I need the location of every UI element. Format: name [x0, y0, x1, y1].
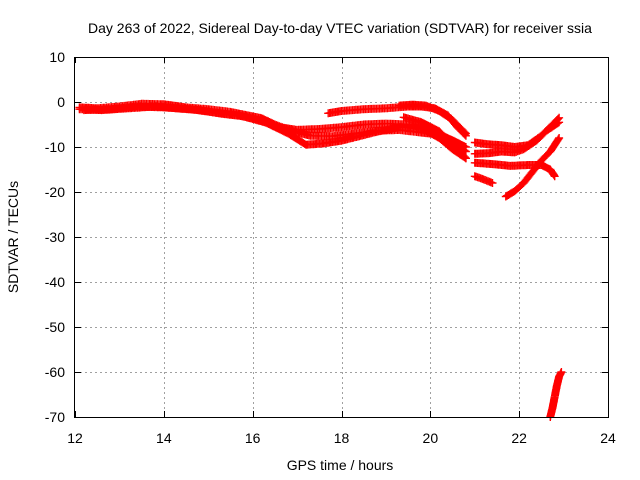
y-tick-label: 10 [49, 49, 65, 65]
marker-trail [470, 118, 564, 158]
data-points [75, 99, 566, 421]
series-track-8 [470, 118, 564, 158]
chart-title: Day 263 of 2022, Sidereal Day-to-day VTE… [88, 20, 592, 36]
x-tick-label: 22 [511, 430, 527, 446]
y-axis-label: SDTVAR / TECUs [5, 181, 21, 293]
y-tick-label: -50 [45, 319, 65, 335]
y-tick-label: -60 [45, 364, 65, 380]
marker-trail [395, 100, 470, 138]
plot-border [74, 57, 609, 418]
x-tick-label: 12 [67, 430, 83, 446]
marker-trail [399, 113, 470, 163]
x-tick-label: 18 [334, 430, 350, 446]
marker-trail [470, 172, 497, 187]
x-tick-label: 20 [423, 430, 439, 446]
tick-labels: 12 14 16 18 20 22 24 10 0 -10 -20 -30 -40 -50 -60 -70 [45, 49, 616, 446]
series-track-11 [501, 134, 564, 201]
y-tick-label: -70 [45, 409, 65, 425]
y-tick-label: -40 [45, 274, 65, 290]
marker-trail [501, 134, 564, 201]
y-tick-label: -30 [45, 229, 65, 245]
y-tick-label: -10 [45, 139, 65, 155]
x-tick-label: 16 [245, 430, 261, 446]
x-tick-label: 14 [156, 430, 172, 446]
y-tick-label: 0 [57, 94, 65, 110]
y-tick-label: -20 [45, 184, 65, 200]
series-track-5 [395, 100, 470, 138]
x-tick-label: 24 [600, 430, 616, 446]
x-axis-label: GPS time / hours [287, 457, 394, 473]
series-track-10 [470, 172, 497, 187]
series-track-6 [399, 113, 470, 163]
